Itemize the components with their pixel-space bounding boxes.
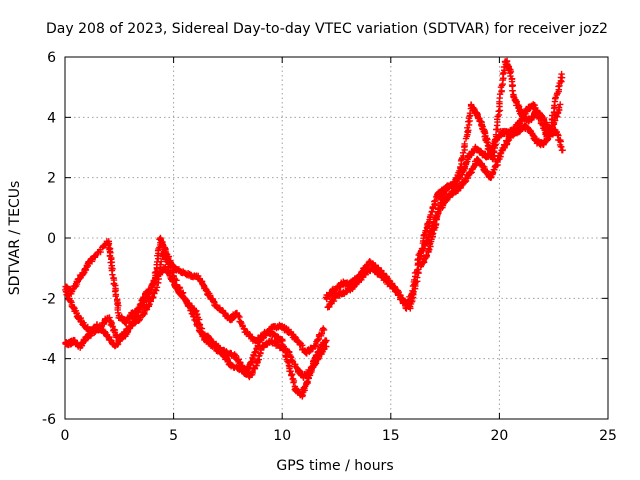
- y-tick-label: -2: [42, 291, 56, 307]
- data-point: [431, 197, 439, 204]
- series-track-f: [417, 57, 566, 270]
- x-tick-label: 25: [599, 428, 617, 444]
- data-point: [557, 101, 564, 108]
- data-point: [323, 337, 330, 344]
- data-point: [176, 284, 184, 292]
- data-point: [106, 314, 113, 321]
- y-axis-label: SDTVAR / TECUs: [7, 181, 23, 296]
- y-tick-label: 6: [47, 50, 56, 66]
- axis-ticks: 0 5 10 15 20 25 -6 -4 -2 0 2 4 6: [42, 50, 617, 444]
- data-point: [320, 325, 327, 332]
- data-point: [546, 127, 553, 135]
- data-point: [495, 108, 502, 115]
- data-point: [155, 255, 162, 262]
- data-point: [306, 348, 313, 356]
- data-point: [112, 293, 119, 300]
- data-point: [240, 325, 248, 333]
- y-tick-label: -4: [42, 352, 56, 368]
- data-point: [483, 138, 490, 146]
- data-point: [557, 143, 565, 150]
- series-track-b: [62, 250, 330, 381]
- chart-title: Day 208 of 2023, Sidereal Day-to-day VTE…: [46, 21, 608, 37]
- data-point: [431, 198, 438, 205]
- data-point: [314, 336, 321, 343]
- data-point: [288, 372, 295, 379]
- data-point: [429, 230, 437, 237]
- data-point: [251, 349, 258, 356]
- x-tick-label: 0: [61, 428, 70, 444]
- x-tick-label: 20: [490, 428, 508, 444]
- data-point: [323, 343, 330, 350]
- data-point: [153, 284, 161, 291]
- data-point: [284, 358, 291, 365]
- series-track-c: [62, 234, 328, 357]
- data-point: [466, 110, 474, 117]
- x-axis-label: GPS time / hours: [276, 458, 393, 474]
- data-point: [239, 322, 246, 329]
- x-tick-label: 15: [382, 428, 400, 444]
- data-point: [320, 326, 328, 334]
- data-point: [558, 147, 566, 154]
- data-point: [483, 168, 490, 175]
- data-point: [423, 252, 430, 259]
- data-point: [252, 348, 259, 355]
- y-tick-label: 0: [47, 231, 56, 247]
- data-point: [431, 225, 438, 232]
- data-point: [153, 258, 161, 266]
- data-point: [153, 287, 160, 294]
- data-point: [490, 148, 498, 155]
- data-point: [509, 87, 516, 94]
- data-marks: [62, 57, 566, 400]
- data-point: [151, 269, 159, 277]
- data-point: [123, 319, 130, 326]
- data-point: [467, 170, 474, 177]
- series-track-e: [324, 122, 566, 312]
- y-tick-label: -6: [42, 412, 56, 428]
- data-point: [290, 379, 297, 386]
- data-point: [152, 268, 159, 276]
- data-point: [558, 70, 565, 78]
- data-point: [461, 140, 468, 148]
- data-point: [427, 211, 434, 219]
- data-point: [411, 276, 418, 284]
- data-point: [109, 323, 116, 330]
- data-point: [504, 137, 511, 145]
- data-point: [292, 334, 300, 342]
- y-tick-label: 2: [47, 171, 56, 187]
- x-tick-label: 10: [273, 428, 291, 444]
- data-point: [109, 271, 116, 278]
- data-point: [434, 209, 441, 217]
- data-point: [462, 159, 470, 166]
- x-tick-label: 5: [169, 428, 178, 444]
- y-tick-label: 4: [47, 110, 56, 126]
